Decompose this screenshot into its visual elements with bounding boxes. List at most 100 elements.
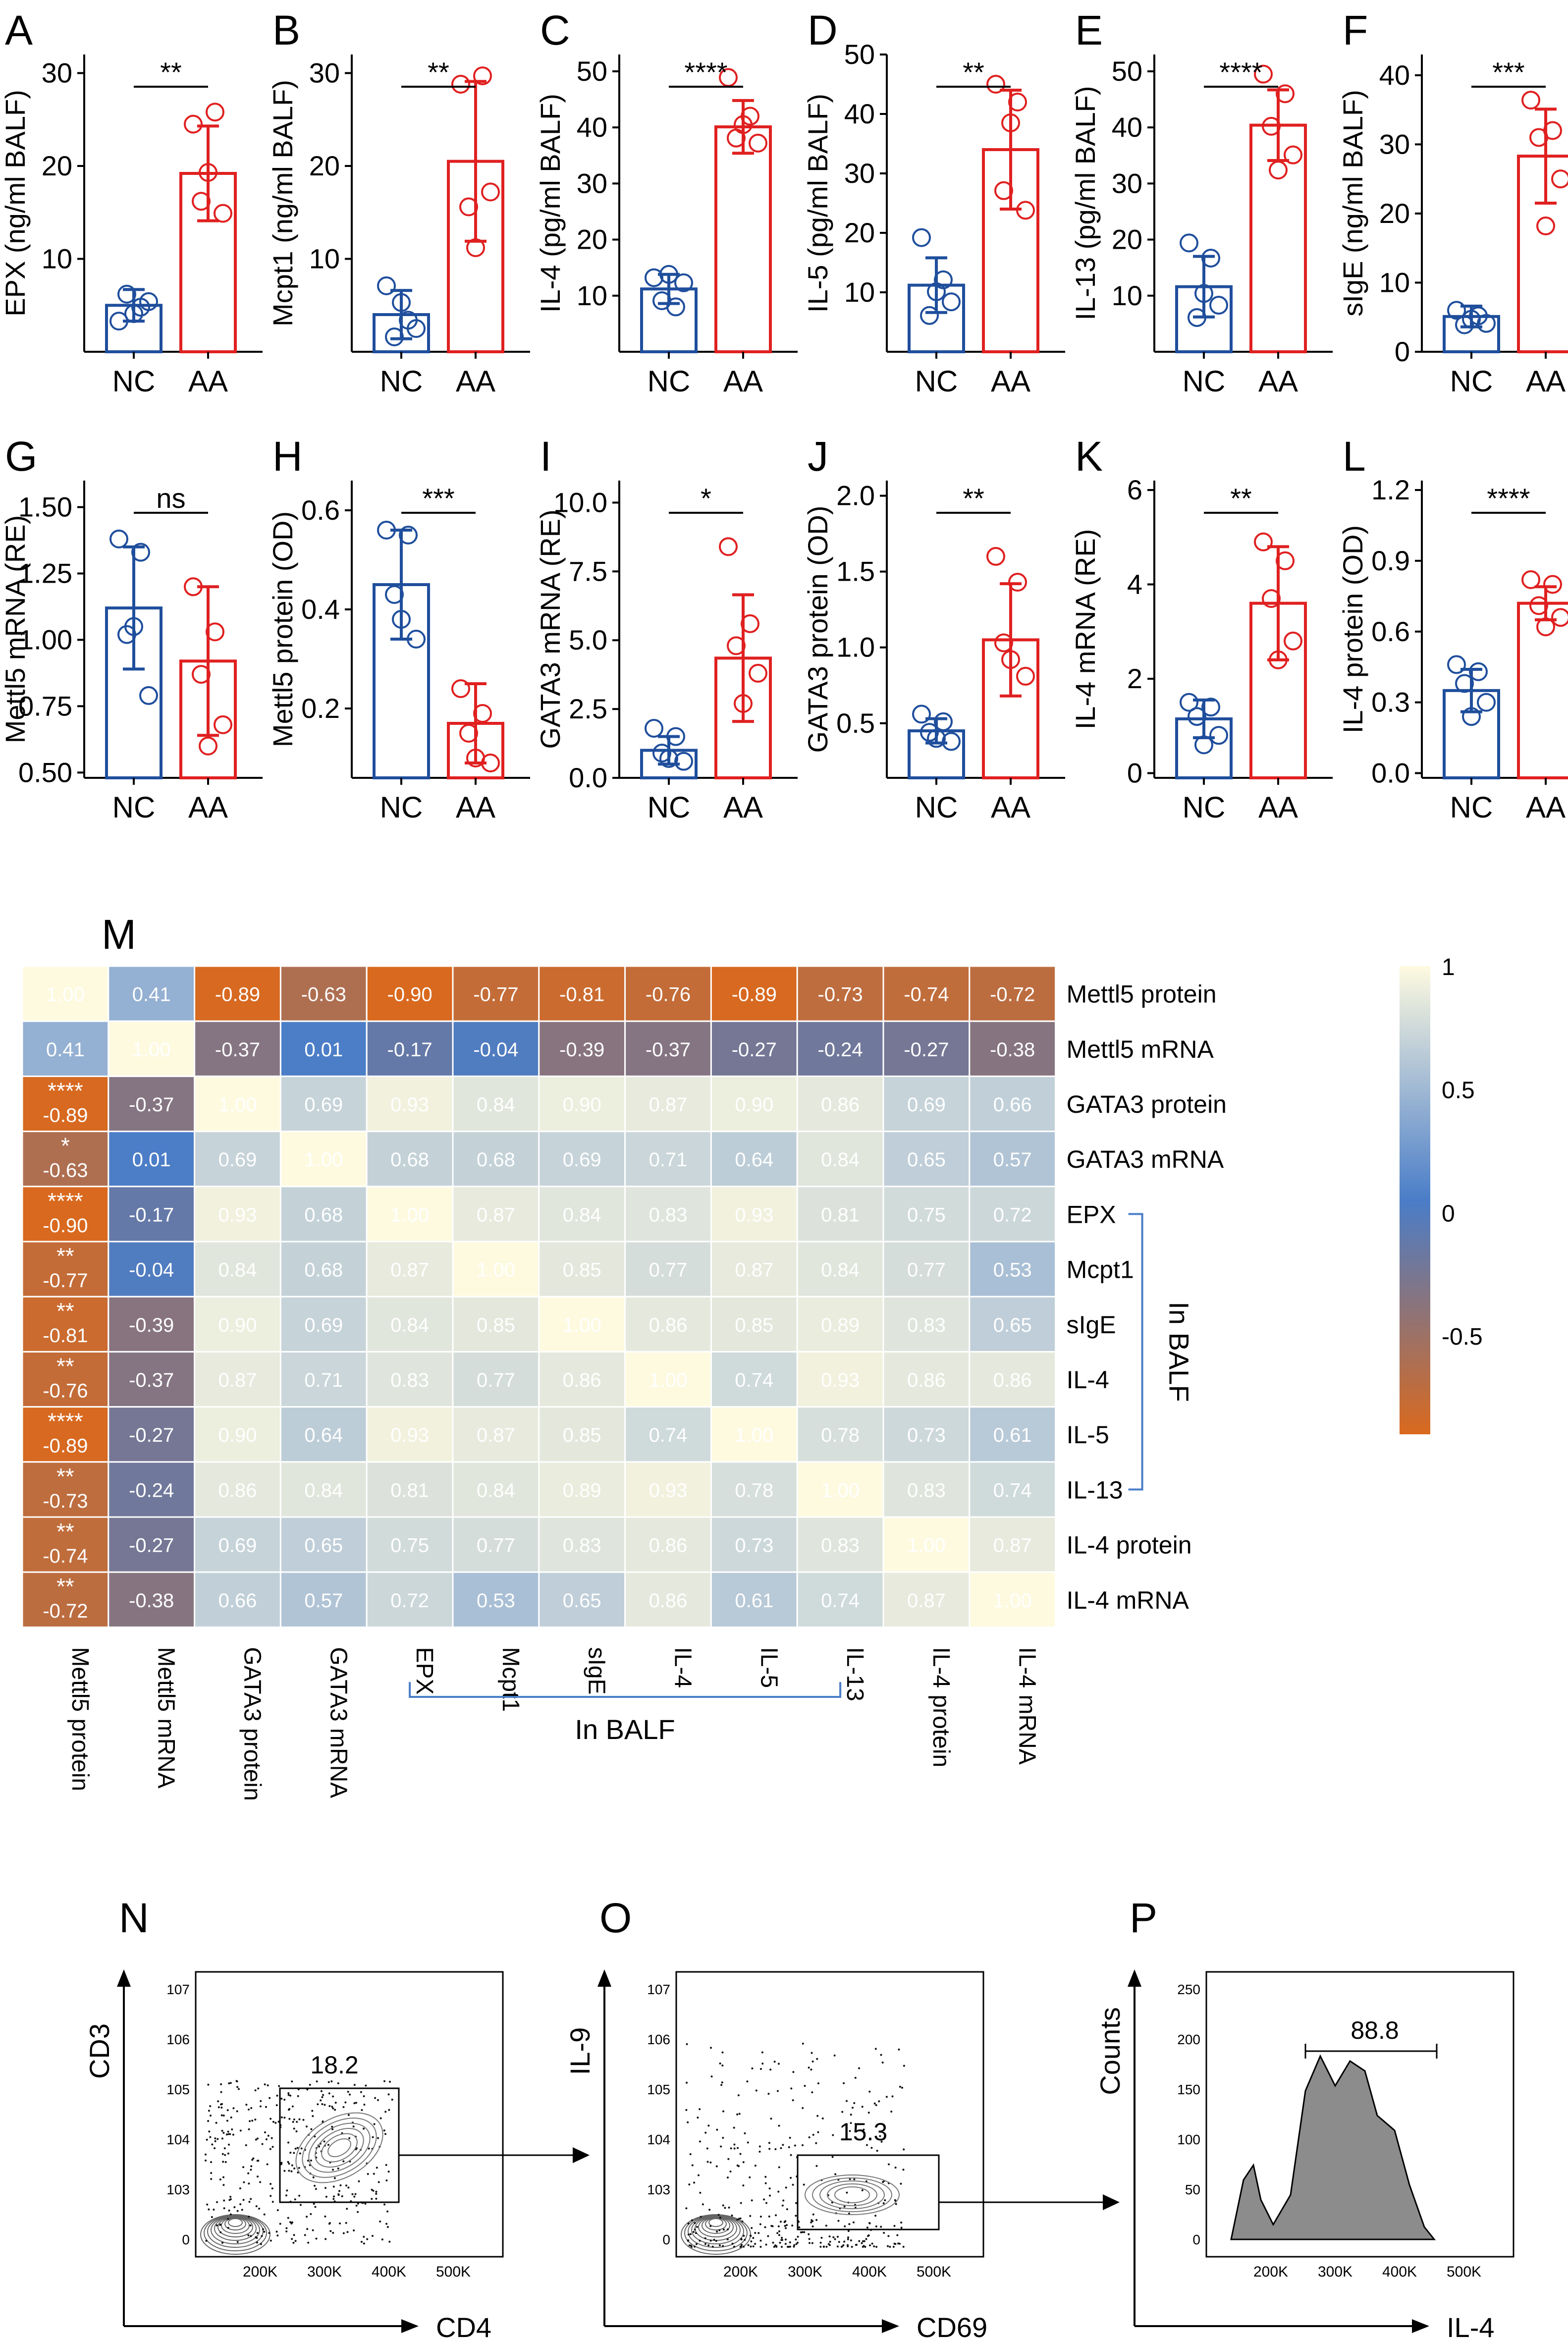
event-dot bbox=[268, 2231, 270, 2234]
event-dot bbox=[741, 2220, 744, 2223]
event-dot bbox=[342, 2232, 345, 2234]
data-point-nc bbox=[1201, 248, 1220, 268]
data-point-nc bbox=[912, 228, 931, 247]
event-dot bbox=[373, 2173, 375, 2175]
heatmap-value: -0.89 bbox=[43, 1104, 88, 1126]
data-point-nc bbox=[407, 319, 426, 338]
heatmap-value: 0.93 bbox=[390, 1094, 429, 1116]
event-dot bbox=[777, 2063, 780, 2065]
event-dot bbox=[843, 2082, 845, 2084]
event-dot bbox=[850, 2239, 852, 2242]
event-dot bbox=[309, 2083, 311, 2086]
event-dot bbox=[707, 2244, 710, 2246]
event-dot bbox=[811, 2091, 813, 2094]
event-dot bbox=[727, 2158, 730, 2160]
event-dot bbox=[222, 2115, 225, 2117]
x-tick-label: AA bbox=[188, 791, 228, 824]
event-dot bbox=[229, 2198, 232, 2200]
event-dot bbox=[372, 2189, 375, 2192]
heatmap-value: -0.27 bbox=[732, 1039, 777, 1061]
event-dot bbox=[738, 2113, 741, 2115]
event-dot bbox=[332, 2185, 335, 2188]
event-dot bbox=[239, 2203, 242, 2205]
data-point-aa bbox=[451, 679, 470, 698]
y-tick-label: 150 bbox=[1177, 2082, 1200, 2097]
heatmap-value: -0.63 bbox=[43, 1160, 88, 1182]
heatmap-value: 0.71 bbox=[649, 1149, 688, 1171]
data-point-aa bbox=[184, 114, 203, 134]
y-tick-label: 0 bbox=[1192, 2232, 1200, 2247]
event-dot bbox=[251, 2159, 254, 2161]
heatmap-value: 0.74 bbox=[993, 1479, 1032, 1501]
event-dot bbox=[386, 2226, 389, 2228]
event-dot bbox=[834, 2173, 837, 2175]
event-dot bbox=[811, 2242, 813, 2244]
heatmap-cell bbox=[366, 1186, 454, 1243]
event-dot bbox=[220, 2083, 222, 2085]
event-dot bbox=[289, 2094, 292, 2097]
event-dot bbox=[209, 2105, 212, 2107]
event-dot bbox=[310, 2213, 312, 2215]
heatmap-cell bbox=[538, 1020, 626, 1077]
bar-aa bbox=[714, 125, 772, 353]
x-arrow-head bbox=[882, 2319, 899, 2333]
panel-letter: E bbox=[1075, 7, 1103, 54]
heatmap-cell bbox=[796, 965, 884, 1022]
event-dot bbox=[258, 2207, 261, 2210]
event-dot bbox=[858, 2067, 861, 2069]
data-point-nc bbox=[927, 282, 946, 301]
event-dot bbox=[702, 2203, 704, 2206]
heatmap-cell bbox=[279, 1406, 368, 1463]
event-dot bbox=[341, 2195, 343, 2197]
event-dot bbox=[295, 2130, 298, 2132]
heatmap-value: 0.41 bbox=[132, 984, 171, 1006]
event-dot bbox=[371, 2198, 373, 2200]
event-dot bbox=[740, 2245, 743, 2247]
event-dot bbox=[729, 2171, 732, 2173]
bar-panel-K: K 0 2 4 6 IL-4 mRNA (RE) NC AA ** bbox=[1070, 433, 1333, 824]
heatmap-cell bbox=[796, 1516, 884, 1573]
event-dot bbox=[334, 2109, 336, 2111]
event-dot bbox=[355, 2204, 358, 2207]
event-dot bbox=[710, 2075, 713, 2078]
heatmap-row-label: IL-5 bbox=[1067, 1421, 1109, 1449]
event-dot bbox=[896, 2234, 899, 2236]
contour-line bbox=[708, 2218, 723, 2227]
event-dot bbox=[255, 2138, 257, 2141]
event-dot bbox=[836, 2235, 839, 2238]
event-dot bbox=[270, 2195, 272, 2197]
event-dot bbox=[206, 2138, 208, 2141]
heatmap-value: -0.77 bbox=[473, 984, 518, 1006]
heatmap-value: 0.85 bbox=[477, 1314, 515, 1336]
event-dot bbox=[704, 2237, 706, 2239]
event-dot bbox=[740, 2237, 743, 2240]
event-dot bbox=[351, 2193, 354, 2195]
event-dot bbox=[391, 2098, 393, 2101]
x-tick-label: 500K bbox=[917, 2264, 951, 2280]
heatmap-cell bbox=[366, 1131, 454, 1188]
event-dot bbox=[217, 2100, 219, 2103]
data-point-aa bbox=[1529, 128, 1548, 147]
data-point-aa bbox=[192, 192, 211, 211]
heatmap-value: 0.75 bbox=[390, 1535, 429, 1557]
heatmap-cell bbox=[538, 1571, 626, 1628]
event-dot bbox=[388, 2240, 391, 2243]
x-arrow-head bbox=[401, 2319, 419, 2333]
event-dot bbox=[700, 2216, 702, 2218]
data-point-nc bbox=[659, 749, 678, 768]
heatmap-value: 0.65 bbox=[907, 1149, 946, 1171]
event-dot bbox=[861, 2106, 864, 2108]
data-point-aa bbox=[734, 694, 753, 713]
event-dot bbox=[364, 2202, 367, 2205]
y-tick-label: 103 bbox=[647, 2182, 670, 2197]
heatmap-value: 0.93 bbox=[390, 1424, 429, 1446]
data-point-nc bbox=[942, 292, 961, 312]
event-dot bbox=[251, 2120, 254, 2122]
event-dot bbox=[795, 2243, 798, 2245]
event-dot bbox=[733, 2147, 736, 2150]
event-dot bbox=[348, 2137, 351, 2139]
data-point-nc bbox=[920, 723, 939, 742]
event-dot bbox=[758, 2145, 761, 2148]
event-dot bbox=[379, 2220, 381, 2223]
event-dot bbox=[248, 2108, 250, 2111]
